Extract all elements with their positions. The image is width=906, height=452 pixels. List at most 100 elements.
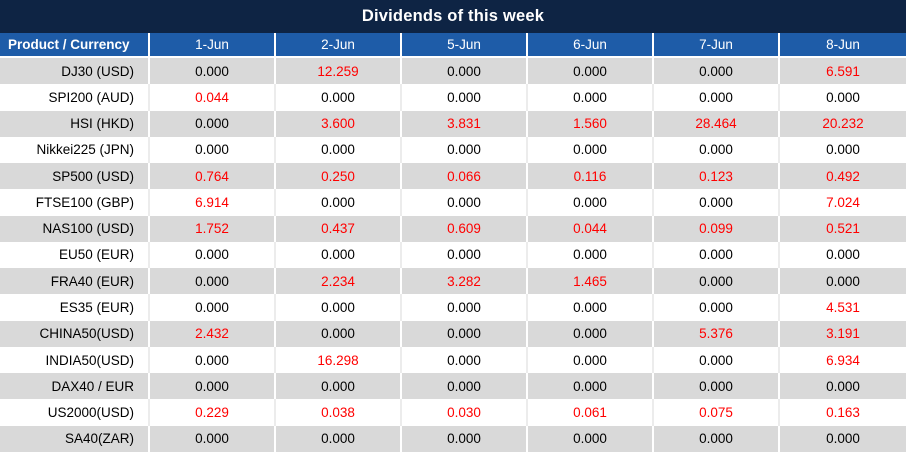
value-cell: 0.030 <box>402 399 528 426</box>
value-cell: 3.831 <box>402 110 528 137</box>
value-cell: 0.000 <box>276 373 402 400</box>
value-cell: 0.609 <box>402 215 528 242</box>
value-cell: 0.000 <box>276 136 402 164</box>
value-cell: 0.000 <box>402 294 528 321</box>
value-cell: 0.075 <box>654 399 780 426</box>
value-cell: 0.000 <box>528 136 654 164</box>
value-cell: 0.000 <box>402 58 528 85</box>
value-cell: 0.000 <box>276 241 402 269</box>
value-cell: 4.531 <box>780 294 906 321</box>
value-cell: 0.061 <box>528 399 654 426</box>
value-cell: 0.000 <box>654 425 780 452</box>
product-cell: SPI200 (AUD) <box>0 84 150 111</box>
column-header-product: Product / Currency <box>0 33 150 58</box>
value-cell: 0.000 <box>150 110 276 137</box>
value-cell: 0.000 <box>402 425 528 452</box>
value-cell: 0.123 <box>654 163 780 190</box>
value-cell: 0.000 <box>528 294 654 321</box>
value-cell: 0.000 <box>780 268 906 295</box>
value-cell: 0.521 <box>780 215 906 242</box>
value-cell: 0.000 <box>654 136 780 164</box>
column-header: 1-Jun <box>150 33 276 58</box>
value-cell: 3.282 <box>402 268 528 295</box>
product-cell: DAX40 / EUR <box>0 373 150 400</box>
product-cell: CHINA50(USD) <box>0 320 150 347</box>
value-cell: 0.000 <box>780 136 906 164</box>
value-cell: 5.376 <box>654 320 780 347</box>
value-cell: 0.000 <box>402 373 528 400</box>
value-cell: 0.066 <box>402 163 528 190</box>
value-cell: 0.000 <box>150 373 276 400</box>
value-cell: 0.000 <box>528 320 654 347</box>
value-cell: 0.000 <box>780 373 906 400</box>
value-cell: 2.234 <box>276 268 402 295</box>
value-cell: 3.600 <box>276 110 402 137</box>
product-cell: NAS100 (USD) <box>0 215 150 242</box>
value-cell: 0.000 <box>654 294 780 321</box>
value-cell: 0.000 <box>528 189 654 216</box>
value-cell: 0.000 <box>654 373 780 400</box>
column-header: 8-Jun <box>780 33 906 58</box>
value-cell: 0.437 <box>276 215 402 242</box>
value-cell: 0.000 <box>150 136 276 164</box>
column-header: 2-Jun <box>276 33 402 58</box>
product-cell: EU50 (EUR) <box>0 241 150 269</box>
value-cell: 0.000 <box>528 373 654 400</box>
value-cell: 3.191 <box>780 320 906 347</box>
value-cell: 0.116 <box>528 163 654 190</box>
value-cell: 0.000 <box>654 84 780 111</box>
value-cell: 0.000 <box>402 136 528 164</box>
value-cell: 28.464 <box>654 110 780 137</box>
product-cell: DJ30 (USD) <box>0 58 150 85</box>
value-cell: 0.000 <box>780 241 906 269</box>
value-cell: 6.914 <box>150 189 276 216</box>
product-cell: SP500 (USD) <box>0 163 150 190</box>
value-cell: 0.000 <box>276 84 402 111</box>
value-cell: 12.259 <box>276 58 402 85</box>
value-cell: 0.000 <box>402 320 528 347</box>
product-cell: Nikkei225 (JPN) <box>0 136 150 164</box>
value-cell: 7.024 <box>780 189 906 216</box>
value-cell: 0.000 <box>276 189 402 216</box>
value-cell: 0.000 <box>402 241 528 269</box>
value-cell: 0.000 <box>654 58 780 85</box>
value-cell: 0.000 <box>528 58 654 85</box>
value-cell: 0.229 <box>150 399 276 426</box>
value-cell: 0.000 <box>150 268 276 295</box>
product-cell: INDIA50(USD) <box>0 346 150 374</box>
product-cell: HSI (HKD) <box>0 110 150 137</box>
value-cell: 0.000 <box>402 189 528 216</box>
value-cell: 0.000 <box>276 294 402 321</box>
value-cell: 0.000 <box>528 84 654 111</box>
value-cell: 1.560 <box>528 110 654 137</box>
value-cell: 0.044 <box>528 215 654 242</box>
value-cell: 6.591 <box>780 58 906 85</box>
value-cell: 0.000 <box>528 425 654 452</box>
value-cell: 0.000 <box>654 268 780 295</box>
page-title: Dividends of this week <box>0 0 906 33</box>
column-header: 6-Jun <box>528 33 654 58</box>
value-cell: 0.000 <box>276 320 402 347</box>
value-cell: 1.752 <box>150 215 276 242</box>
column-header: 5-Jun <box>402 33 528 58</box>
value-cell: 0.492 <box>780 163 906 190</box>
column-header: 7-Jun <box>654 33 780 58</box>
value-cell: 20.232 <box>780 110 906 137</box>
value-cell: 1.465 <box>528 268 654 295</box>
value-cell: 0.000 <box>150 425 276 452</box>
product-cell: SA40(ZAR) <box>0 425 150 452</box>
value-cell: 6.934 <box>780 346 906 374</box>
value-cell: 0.044 <box>150 84 276 111</box>
product-cell: US2000(USD) <box>0 399 150 426</box>
value-cell: 0.000 <box>150 294 276 321</box>
value-cell: 16.298 <box>276 346 402 374</box>
product-cell: FTSE100 (GBP) <box>0 189 150 216</box>
value-cell: 0.099 <box>654 215 780 242</box>
value-cell: 0.250 <box>276 163 402 190</box>
value-cell: 0.000 <box>276 425 402 452</box>
value-cell: 0.000 <box>654 189 780 216</box>
product-cell: FRA40 (EUR) <box>0 268 150 295</box>
value-cell: 0.000 <box>528 241 654 269</box>
value-cell: 0.000 <box>780 84 906 111</box>
value-cell: 0.000 <box>150 346 276 374</box>
